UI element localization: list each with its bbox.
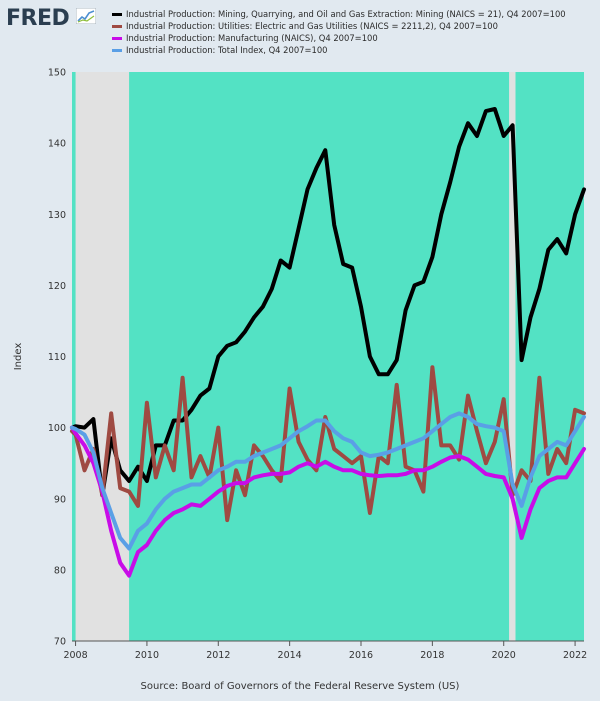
y-tick-label: 130 — [48, 210, 66, 221]
y-tick-label: 110 — [48, 352, 66, 363]
x-tick-label: 2022 — [563, 650, 587, 661]
source-note: Source: Board of Governors of the Federa… — [140, 681, 460, 692]
series-line-3 — [70, 411, 586, 551]
y-axis-title: Index — [13, 343, 24, 371]
y-tick-label: 100 — [48, 423, 66, 434]
x-tick-label: 2012 — [206, 650, 230, 661]
legend-item: Industrial Production: Total Index, Q4 2… — [112, 44, 566, 56]
recession-band-1 — [509, 72, 516, 641]
y-tick-label: 90 — [54, 494, 66, 505]
legend-item: Industrial Production: Utilities: Electr… — [112, 20, 566, 32]
x-tick-label: 2014 — [278, 650, 302, 661]
y-tick-label: 120 — [48, 281, 66, 292]
y-tick-label: 140 — [48, 139, 66, 150]
legend-label: Industrial Production: Manufacturing (NA… — [126, 33, 378, 43]
legend-swatch — [112, 24, 122, 28]
x-tick-label: 2020 — [492, 650, 516, 661]
x-tick-label: 2010 — [135, 650, 159, 661]
series-line-2 — [70, 425, 586, 578]
legend-item: Industrial Production: Manufacturing (NA… — [112, 32, 566, 44]
legend-label: Industrial Production: Total Index, Q4 2… — [126, 45, 328, 55]
legend-label: Industrial Production: Mining, Quarrying… — [126, 9, 566, 19]
y-tick-label: 150 — [48, 68, 66, 79]
y-tick-label: 80 — [54, 565, 66, 576]
fred-logo-graph-icon — [76, 8, 96, 24]
x-tick-label: 2018 — [420, 650, 444, 661]
fred-logo: FRED — [6, 6, 70, 31]
chart-legend: Industrial Production: Mining, Quarrying… — [112, 8, 566, 56]
recession-band-0 — [75, 72, 130, 641]
legend-item: Industrial Production: Mining, Quarrying… — [112, 8, 566, 20]
legend-swatch — [112, 36, 122, 40]
y-tick-label: 70 — [54, 637, 66, 648]
x-tick-label: 2016 — [349, 650, 373, 661]
legend-swatch — [112, 48, 122, 52]
legend-label: Industrial Production: Utilities: Electr… — [126, 21, 498, 31]
legend-swatch — [112, 12, 122, 16]
x-tick-label: 2008 — [63, 650, 87, 661]
